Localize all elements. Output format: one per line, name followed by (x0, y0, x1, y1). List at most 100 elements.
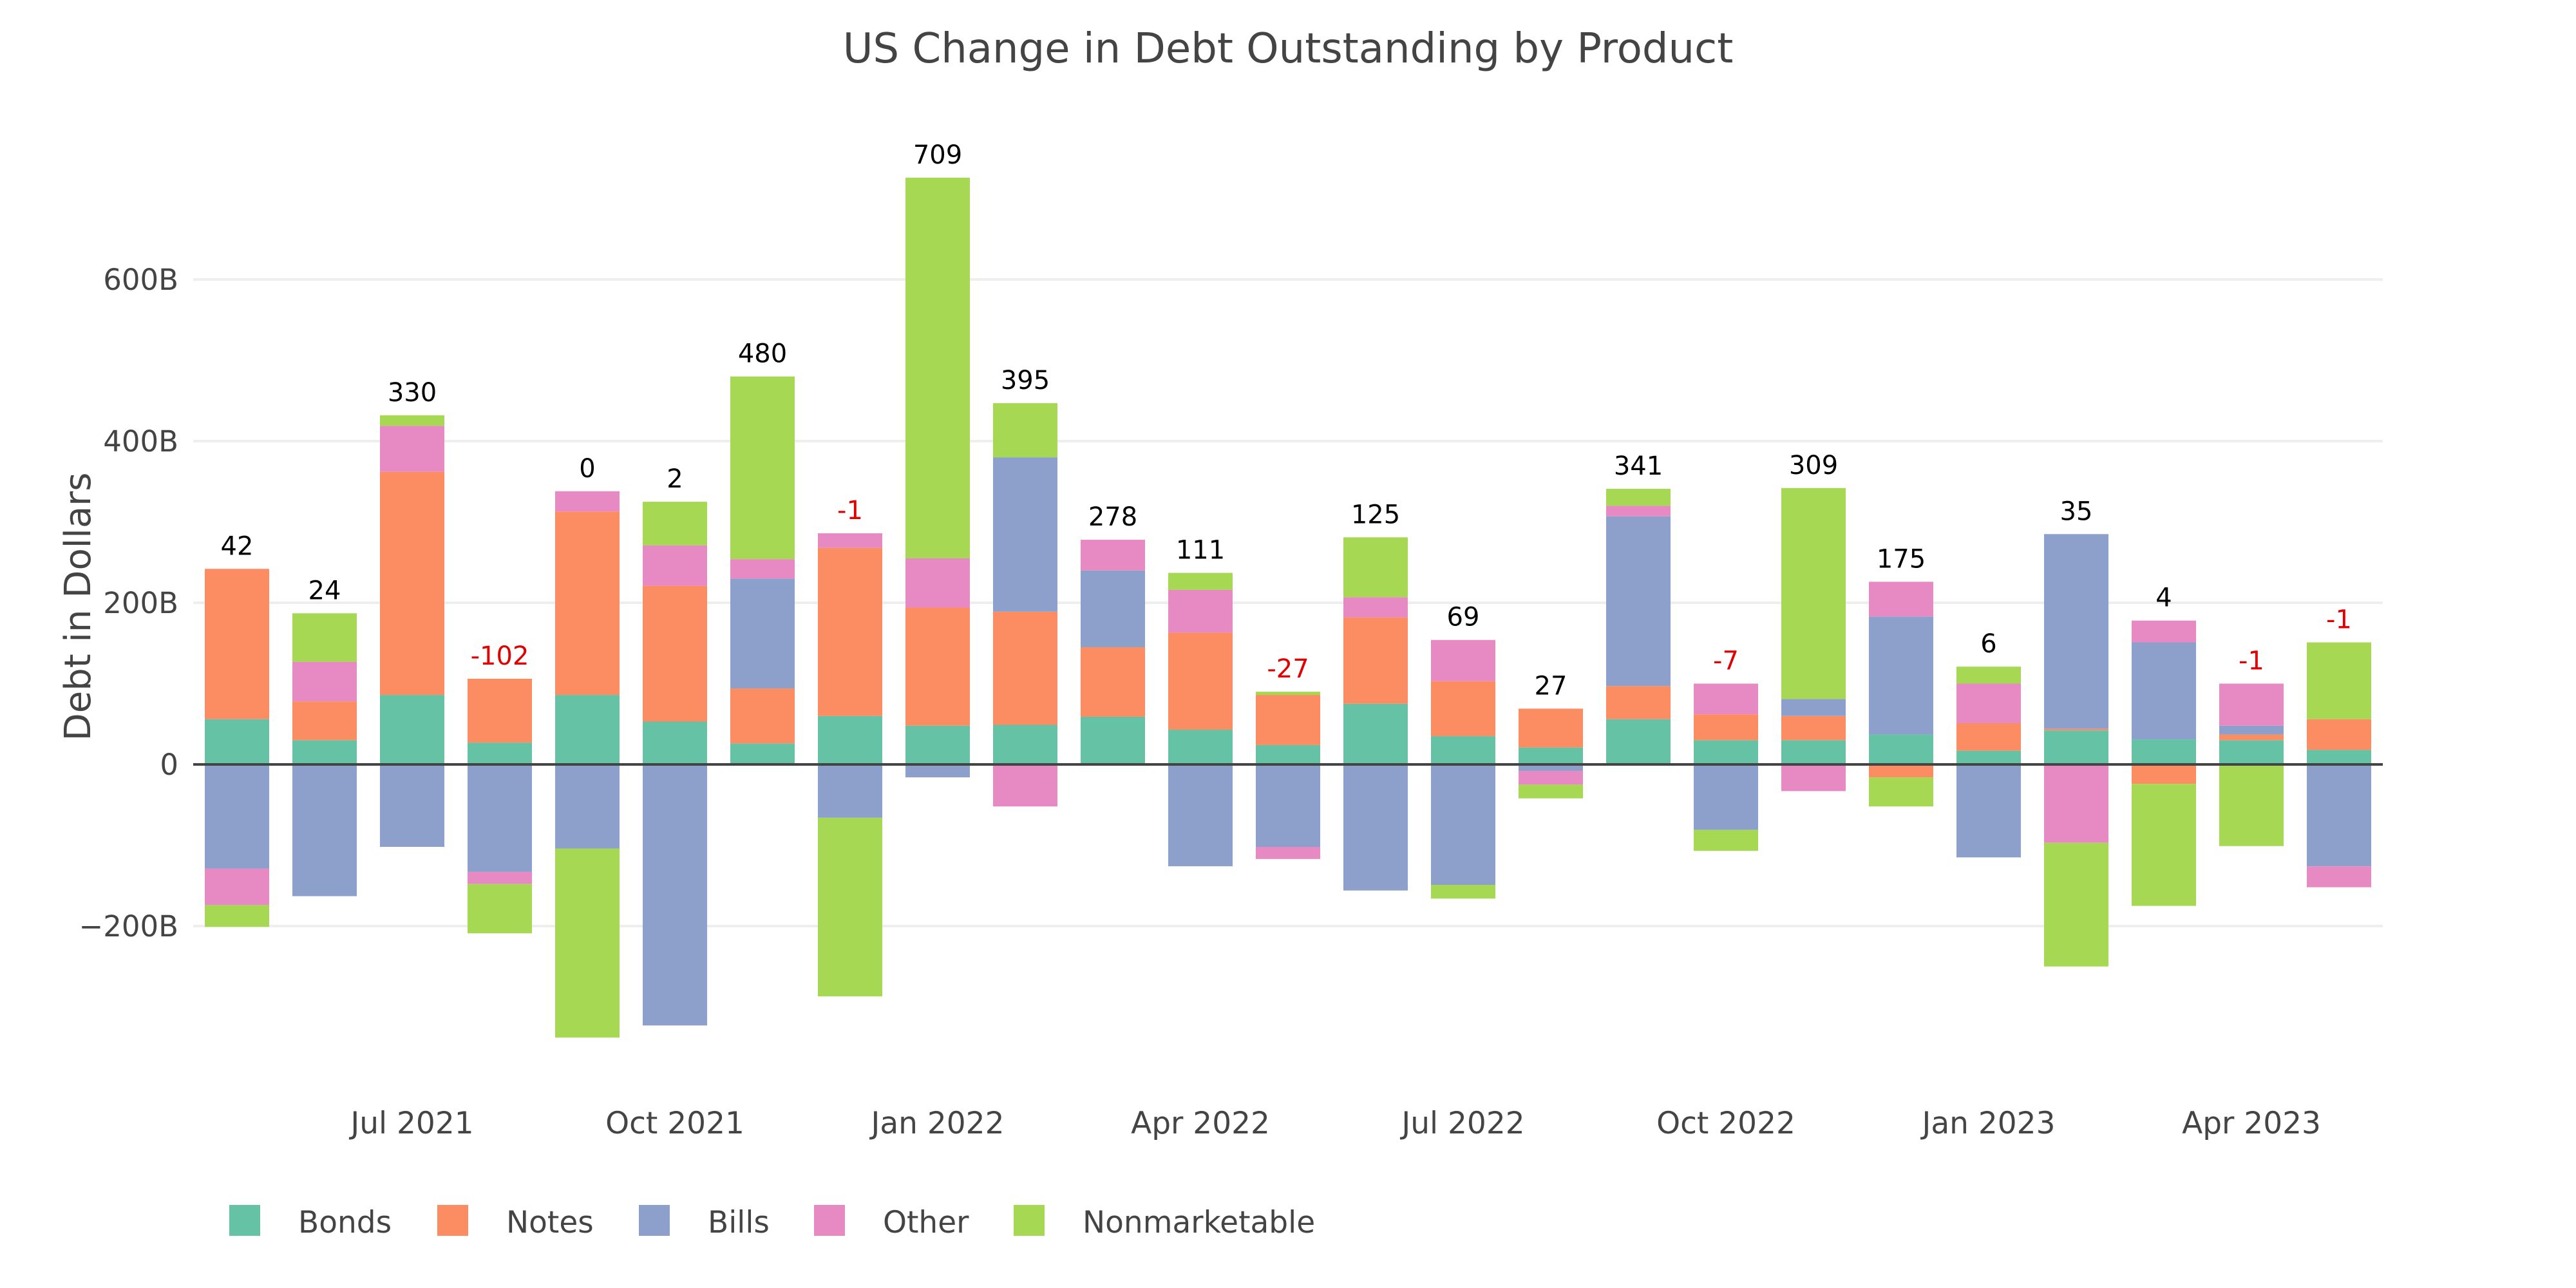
bar-segment-notes[interactable] (730, 688, 795, 744)
bar-segment-other[interactable] (1694, 683, 1758, 715)
bar-segment-bonds[interactable] (380, 695, 444, 764)
bar-segment-notes[interactable] (1431, 681, 1495, 737)
bar-segment-bonds[interactable] (818, 715, 882, 764)
bar-segment-nonmarketable[interactable] (1606, 489, 1671, 506)
bar-segment-nonmarketable[interactable] (1869, 777, 1933, 807)
bar-segment-notes[interactable] (205, 569, 269, 719)
bar-segment-notes[interactable] (1519, 708, 1583, 748)
bar-segment-bills[interactable] (905, 764, 970, 778)
bar-segment-bills[interactable] (818, 764, 882, 818)
bar-segment-bonds[interactable] (993, 724, 1057, 764)
bar-segment-bills[interactable] (2132, 642, 2196, 740)
bar-segment-nonmarketable[interactable] (555, 848, 620, 1038)
bar-segment-bonds[interactable] (2219, 740, 2284, 764)
bar-segment-bonds[interactable] (468, 743, 532, 764)
bar-segment-bills[interactable] (292, 764, 357, 896)
bar-segment-bills[interactable] (1869, 616, 1933, 735)
bar-segment-other[interactable] (2044, 764, 2108, 843)
bar-segment-bills[interactable] (1956, 764, 2021, 858)
bar-segment-nonmarketable[interactable] (1343, 537, 1408, 598)
bar-segment-bills[interactable] (1606, 516, 1671, 687)
bar-segment-nonmarketable[interactable] (905, 177, 970, 558)
bar-segment-bonds[interactable] (2044, 730, 2108, 764)
bar-segment-bonds[interactable] (1956, 750, 2021, 764)
bar-segment-bonds[interactable] (1431, 736, 1495, 764)
bar-segment-nonmarketable[interactable] (2132, 784, 2196, 906)
bar-segment-nonmarketable[interactable] (468, 884, 532, 934)
bar-segment-other[interactable] (468, 871, 532, 884)
bar-segment-other[interactable] (2307, 866, 2371, 887)
bar-segment-other[interactable] (1956, 683, 2021, 723)
bar-segment-notes[interactable] (1869, 764, 1933, 778)
bar-segment-other[interactable] (1256, 847, 1320, 859)
bar-segment-bonds[interactable] (643, 721, 707, 764)
bar-segment-nonmarketable[interactable] (292, 613, 357, 662)
bar-segment-bonds[interactable] (730, 743, 795, 764)
bar-segment-bills[interactable] (1519, 764, 1583, 772)
bar-segment-other[interactable] (1431, 639, 1495, 681)
bar-segment-bills[interactable] (468, 764, 532, 872)
bar-segment-other[interactable] (555, 491, 620, 512)
bar-segment-nonmarketable[interactable] (380, 415, 444, 426)
bar-segment-nonmarketable[interactable] (2219, 764, 2284, 846)
legend-item-bonds[interactable]: Bonds (229, 1205, 392, 1240)
bar-segment-notes[interactable] (2044, 728, 2108, 731)
bar-segment-bills[interactable] (993, 457, 1057, 612)
bar-segment-notes[interactable] (993, 611, 1057, 725)
bar-segment-other[interactable] (2219, 683, 2284, 726)
bar-segment-notes[interactable] (1956, 723, 2021, 751)
bar-segment-nonmarketable[interactable] (1781, 488, 1846, 699)
legend-item-notes[interactable]: Notes (437, 1205, 594, 1240)
bar-segment-notes[interactable] (643, 585, 707, 722)
bar-segment-bills[interactable] (2307, 764, 2371, 867)
bar-segment-other[interactable] (292, 661, 357, 702)
bar-segment-other[interactable] (380, 426, 444, 472)
bar-segment-nonmarketable[interactable] (2044, 842, 2108, 967)
bar-segment-bonds[interactable] (2307, 750, 2371, 764)
bar-segment-nonmarketable[interactable] (2307, 642, 2371, 719)
bar-segment-nonmarketable[interactable] (993, 403, 1057, 458)
bar-segment-nonmarketable[interactable] (818, 817, 882, 997)
bar-segment-bonds[interactable] (1256, 744, 1320, 764)
bar-segment-notes[interactable] (1343, 617, 1408, 704)
bar-segment-nonmarketable[interactable] (1694, 829, 1758, 851)
bar-segment-bills[interactable] (380, 764, 444, 848)
bar-segment-bonds[interactable] (1343, 703, 1408, 764)
bar-segment-other[interactable] (205, 868, 269, 905)
bar-segment-bonds[interactable] (205, 719, 269, 764)
bar-segment-notes[interactable] (1081, 647, 1145, 717)
bar-segment-bills[interactable] (643, 764, 707, 1026)
bar-segment-nonmarketable[interactable] (1956, 667, 2021, 684)
bar-segment-bills[interactable] (205, 764, 269, 869)
bar-segment-bonds[interactable] (1606, 719, 1671, 764)
bar-segment-bills[interactable] (1694, 764, 1758, 830)
legend-item-bills[interactable]: Bills (639, 1205, 770, 1240)
bar-segment-bills[interactable] (1343, 764, 1408, 891)
bar-segment-nonmarketable[interactable] (1519, 784, 1583, 799)
bar-segment-nonmarketable[interactable] (205, 905, 269, 927)
bar-segment-bonds[interactable] (1694, 740, 1758, 764)
bar-segment-other[interactable] (905, 558, 970, 608)
bar-segment-other[interactable] (1606, 506, 1671, 516)
bar-segment-other[interactable] (993, 764, 1057, 807)
legend-item-nonmarketable[interactable]: Nonmarketable (1014, 1205, 1315, 1240)
bar-segment-bills[interactable] (1256, 764, 1320, 848)
bar-segment-bonds[interactable] (1081, 716, 1145, 764)
bar-segment-nonmarketable[interactable] (643, 502, 707, 545)
bar-segment-bonds[interactable] (292, 740, 357, 764)
bar-segment-bills[interactable] (2044, 534, 2108, 729)
bar-segment-notes[interactable] (292, 701, 357, 741)
bar-segment-notes[interactable] (2307, 719, 2371, 750)
legend-item-other[interactable]: Other (814, 1205, 969, 1240)
bar-segment-bonds[interactable] (555, 695, 620, 764)
bar-segment-other[interactable] (2132, 620, 2196, 643)
bar-segment-notes[interactable] (1168, 632, 1233, 730)
bar-segment-notes[interactable] (1781, 715, 1846, 741)
bar-segment-other[interactable] (1168, 589, 1233, 633)
bar-segment-bonds[interactable] (905, 725, 970, 764)
bar-segment-bills[interactable] (730, 578, 795, 689)
bar-segment-notes[interactable] (905, 607, 970, 726)
bar-segment-notes[interactable] (1606, 686, 1671, 719)
bar-segment-other[interactable] (1781, 764, 1846, 791)
bar-segment-bills[interactable] (1168, 764, 1233, 867)
